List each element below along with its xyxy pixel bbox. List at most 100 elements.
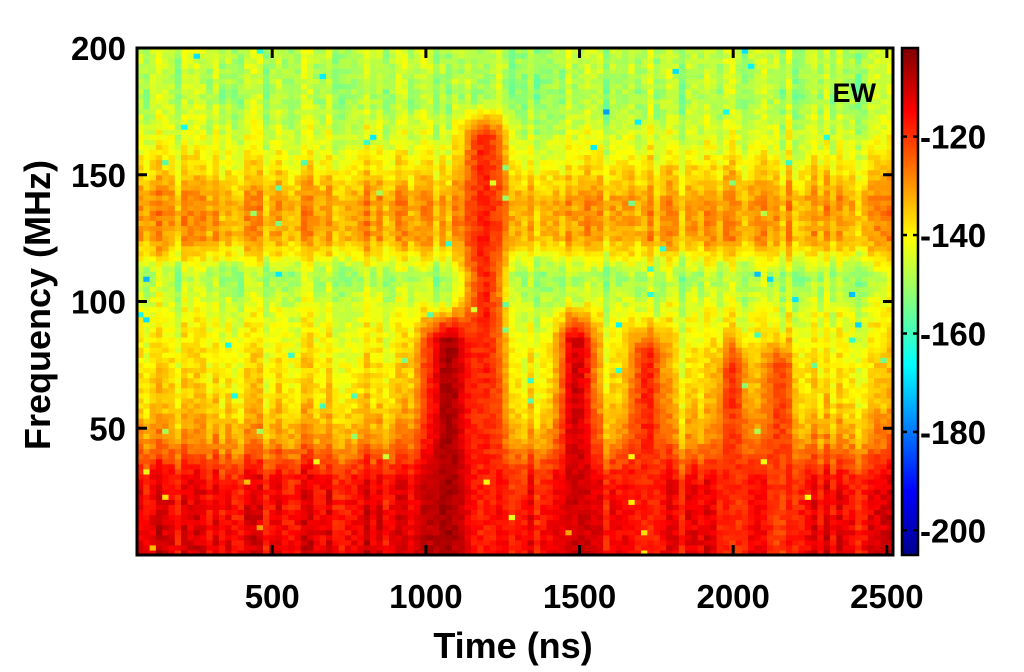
heatmap-cell xyxy=(344,509,352,516)
heatmap-cell xyxy=(181,83,188,90)
heatmap-cell xyxy=(382,169,390,176)
heatmap-cell xyxy=(263,413,270,419)
heatmap-cell xyxy=(263,524,270,531)
heatmap-cell xyxy=(281,195,289,201)
heatmap-cell xyxy=(275,103,283,110)
heatmap-cell xyxy=(439,220,447,227)
heatmap-cell xyxy=(338,98,346,105)
heatmap-cell xyxy=(218,93,226,100)
heatmap-cell xyxy=(344,53,352,59)
heatmap-cell xyxy=(300,448,308,455)
heatmap-cell xyxy=(414,529,422,536)
heatmap-cell xyxy=(281,524,289,531)
heatmap-cell xyxy=(269,382,277,389)
heatmap-cell xyxy=(231,98,239,105)
heatmap-cell xyxy=(181,509,188,516)
heatmap-cell xyxy=(200,230,207,237)
heatmap-cell xyxy=(250,271,258,277)
heatmap-cell xyxy=(256,296,264,303)
heatmap-cell xyxy=(263,129,270,135)
heatmap-cell xyxy=(225,205,233,211)
heatmap-cell xyxy=(181,357,188,363)
heatmap-cell xyxy=(256,78,264,85)
heatmap-cell xyxy=(363,468,371,475)
heatmap-cell xyxy=(200,93,207,100)
heatmap-cell xyxy=(338,428,346,434)
heatmap-cell xyxy=(382,362,390,369)
heatmap-cell xyxy=(407,250,415,257)
heatmap-cell xyxy=(401,331,409,338)
heatmap-cell xyxy=(250,245,258,252)
heatmap-cell xyxy=(363,529,371,536)
heatmap-cell xyxy=(344,453,352,460)
heatmap-cell xyxy=(275,478,283,485)
heatmap-cell xyxy=(162,73,170,80)
heatmap-cell xyxy=(433,534,440,541)
heatmap-cell xyxy=(326,159,333,166)
heatmap-cell xyxy=(225,189,233,196)
heatmap-cell xyxy=(332,539,340,546)
heatmap-cell xyxy=(351,134,359,140)
heatmap-cell xyxy=(300,402,308,409)
heatmap-cell xyxy=(149,407,157,414)
heatmap-cell xyxy=(256,519,264,526)
heatmap-cell xyxy=(269,210,277,216)
heatmap-cell xyxy=(407,68,415,74)
heatmap-cell xyxy=(370,336,377,343)
heatmap-cell xyxy=(237,321,245,328)
heatmap-cell xyxy=(155,311,163,318)
heatmap-cell xyxy=(426,113,434,120)
heatmap-cell xyxy=(137,473,144,480)
heatmap-cell xyxy=(376,402,384,409)
heatmap-cell xyxy=(319,326,327,333)
heatmap-cell xyxy=(351,321,359,328)
heatmap-cell xyxy=(137,428,144,434)
heatmap-cell xyxy=(275,159,283,166)
heatmap-cell xyxy=(332,118,340,125)
heatmap-cell xyxy=(338,154,346,161)
heatmap-cell xyxy=(326,463,333,470)
heatmap-cell xyxy=(155,514,163,521)
heatmap-cell xyxy=(281,539,289,546)
heatmap-cell xyxy=(187,352,195,358)
heatmap-cell xyxy=(143,494,151,500)
heatmap-cell xyxy=(294,514,302,521)
heatmap-cell xyxy=(225,473,233,480)
heatmap-cell xyxy=(206,362,214,369)
heatmap-cell xyxy=(332,453,340,460)
heatmap-cell xyxy=(244,443,251,450)
heatmap-cell xyxy=(275,230,283,237)
heatmap-cell xyxy=(288,443,296,450)
heatmap-cell xyxy=(212,458,220,465)
heatmap-cell xyxy=(193,539,201,546)
heatmap-cell xyxy=(445,494,453,500)
heatmap-cell xyxy=(439,235,447,242)
heatmap-cell xyxy=(162,539,170,546)
heatmap-cell xyxy=(244,154,251,161)
heatmap-cell xyxy=(155,382,163,389)
heatmap-cell xyxy=(288,189,296,196)
heatmap-cell xyxy=(212,539,220,546)
heatmap-cell xyxy=(363,113,371,120)
heatmap-cell xyxy=(200,519,207,526)
heatmap-cell xyxy=(275,266,283,272)
heatmap-cell xyxy=(294,544,302,551)
heatmap-cell xyxy=(445,63,453,69)
heatmap-cell xyxy=(326,108,333,115)
heatmap-cell xyxy=(370,494,377,500)
heatmap-cell xyxy=(344,514,352,521)
heatmap-cell xyxy=(162,235,170,242)
heatmap-cell xyxy=(338,235,346,242)
heatmap-cell xyxy=(407,255,415,262)
heatmap-cell xyxy=(149,352,157,358)
heatmap-cell xyxy=(407,499,415,505)
heatmap-cell xyxy=(187,463,195,470)
heatmap-cell xyxy=(382,377,390,384)
heatmap-cell xyxy=(256,225,264,232)
heatmap-cell xyxy=(363,68,371,74)
heatmap-cell xyxy=(218,413,226,419)
heatmap-cell xyxy=(319,367,327,374)
heatmap-cell xyxy=(137,382,144,389)
heatmap-cell xyxy=(231,124,239,130)
heatmap-cell xyxy=(237,118,245,125)
